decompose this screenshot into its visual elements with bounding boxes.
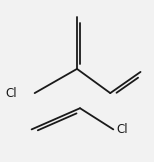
Text: Cl: Cl — [5, 87, 16, 100]
Text: Cl: Cl — [116, 123, 128, 136]
